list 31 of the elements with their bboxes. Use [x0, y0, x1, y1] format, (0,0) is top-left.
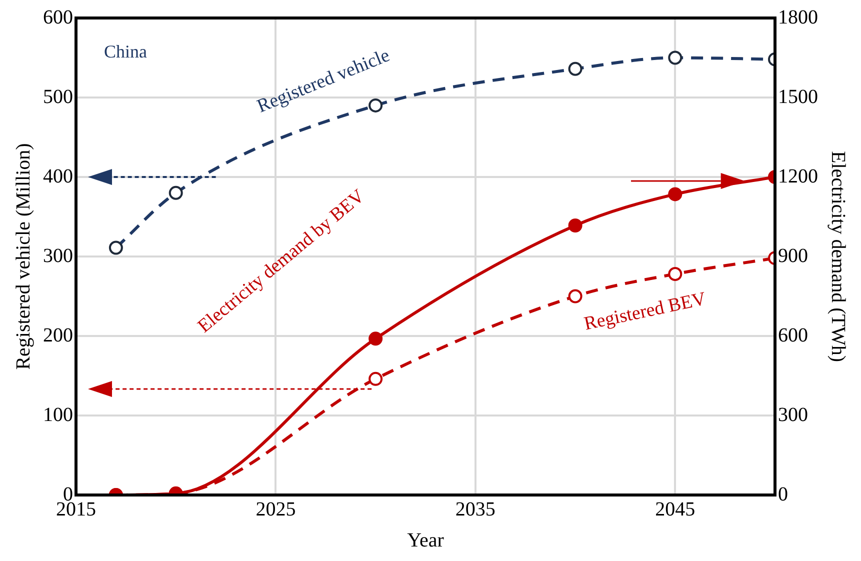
y2-tick-label: 300: [778, 404, 808, 426]
x-tick-label: 2045: [655, 498, 696, 520]
y2-tick-label: 1800: [778, 6, 818, 28]
point: [568, 218, 582, 232]
y-tick-label: 200: [43, 324, 73, 346]
point: [368, 372, 383, 386]
text: Registered BEV: [582, 288, 708, 335]
point: [668, 266, 682, 281]
x-tick-label: 2035: [455, 498, 496, 520]
y2-axis-title: Electricity demand (TWh): [826, 150, 849, 362]
point: [668, 50, 682, 65]
y2-tick-label: 1500: [778, 86, 818, 108]
y-axis-title: Registered vehicle (Million): [12, 143, 34, 370]
y2-tick-label: 600: [778, 324, 808, 346]
point: [108, 240, 123, 255]
x-tick-label: 2025: [256, 498, 296, 520]
y2-tick-label: 1200: [778, 165, 818, 188]
y-tick-label: 400: [43, 165, 73, 188]
y-tick-label: 300: [43, 244, 73, 267]
point: [168, 186, 183, 200]
annotation: China: [104, 42, 148, 62]
y2-tick-label: 0: [778, 483, 788, 506]
point: [568, 62, 582, 76]
x-axis-title: Year: [407, 529, 444, 552]
point: [368, 98, 383, 112]
y2-tick-label: 900: [778, 244, 808, 267]
y-tick-label: 100: [43, 404, 73, 426]
point: [568, 289, 582, 304]
point: [668, 187, 682, 202]
y-tick-label: 500: [43, 86, 73, 108]
y-tick-label: 600: [43, 6, 73, 28]
